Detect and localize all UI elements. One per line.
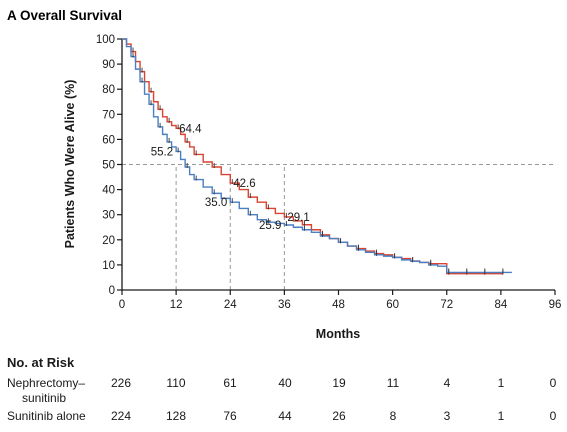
- y-tick-label: 50: [102, 160, 115, 172]
- at-risk-value: 26: [332, 409, 346, 423]
- y-tick-label: 30: [102, 210, 115, 222]
- at-risk-value: 19: [332, 376, 346, 390]
- at-risk-value: 40: [278, 376, 292, 390]
- at-risk-value: 1: [497, 376, 505, 390]
- at-risk-value: 0: [549, 409, 557, 423]
- x-tick-label: 0: [119, 299, 125, 311]
- at-risk-label: Nephrectomy–: [7, 376, 86, 390]
- x-tick-label: 12: [170, 299, 183, 311]
- at-risk-value: 44: [278, 409, 292, 423]
- panel-title: A Overall Survival: [7, 8, 122, 23]
- survival-rate-label: 29.1: [287, 212, 309, 224]
- nephrectomy-sunitinib-curve: [122, 38, 503, 275]
- x-axis-label: Months: [316, 327, 360, 341]
- survival-chart: A Overall Survival Patients Who Were Ali…: [7, 8, 562, 341]
- x-tick-label: 36: [278, 299, 291, 311]
- at-risk-value: 11: [386, 376, 400, 390]
- at-risk-label: Sunitinib alone: [7, 409, 86, 423]
- at-risk-label-cont: sunitinib: [22, 391, 67, 405]
- at-risk-value: 61: [223, 376, 237, 390]
- at-risk-value: 0: [549, 376, 557, 390]
- survival-rate-label: 35.0: [205, 197, 227, 209]
- x-tick-label: 72: [440, 299, 453, 311]
- x-tick-label: 60: [386, 299, 399, 311]
- y-tick-label: 10: [102, 260, 115, 272]
- survival-rate-label: 25.9: [259, 220, 281, 232]
- at-risk-value: 226: [110, 376, 132, 390]
- at-risk-title: No. at Risk: [7, 355, 75, 370]
- at-risk-value: 3: [443, 409, 451, 423]
- y-tick-label: 90: [102, 59, 115, 71]
- plot-area: 0 10 20 30 40 50 60 70 80 90 100 0 12 24 36 48 60 72 84 96 6…: [96, 34, 562, 311]
- y-tick-label: 20: [102, 235, 115, 247]
- y-tick-label: 70: [102, 109, 115, 121]
- y-tick-label: 80: [102, 84, 115, 96]
- at-risk-value: 128: [165, 409, 187, 423]
- at-risk-value: 76: [223, 409, 237, 423]
- sunitinib-alone-curve: [122, 38, 512, 274]
- y-tick-label: 0: [109, 285, 115, 297]
- y-tick-label: 100: [96, 34, 115, 46]
- y-axis-label: Patients Who Were Alive (%): [63, 80, 77, 249]
- at-risk-value: 4: [443, 376, 451, 390]
- at-risk-value: 224: [110, 409, 132, 423]
- survival-rate-label: 64.4: [179, 123, 202, 135]
- survival-rate-label: 55.2: [151, 146, 173, 158]
- at-risk-value: 8: [389, 409, 397, 423]
- survival-rate-label: 42.6: [233, 178, 255, 190]
- at-risk-value: 110: [166, 376, 186, 390]
- y-tick-label: 60: [102, 134, 115, 146]
- x-tick-label: 48: [332, 299, 345, 311]
- at-risk-value: 1: [497, 409, 505, 423]
- x-tick-label: 96: [549, 299, 562, 311]
- y-tick-label: 40: [102, 185, 115, 197]
- x-tick-label: 84: [494, 299, 507, 311]
- x-tick-label: 24: [224, 299, 237, 311]
